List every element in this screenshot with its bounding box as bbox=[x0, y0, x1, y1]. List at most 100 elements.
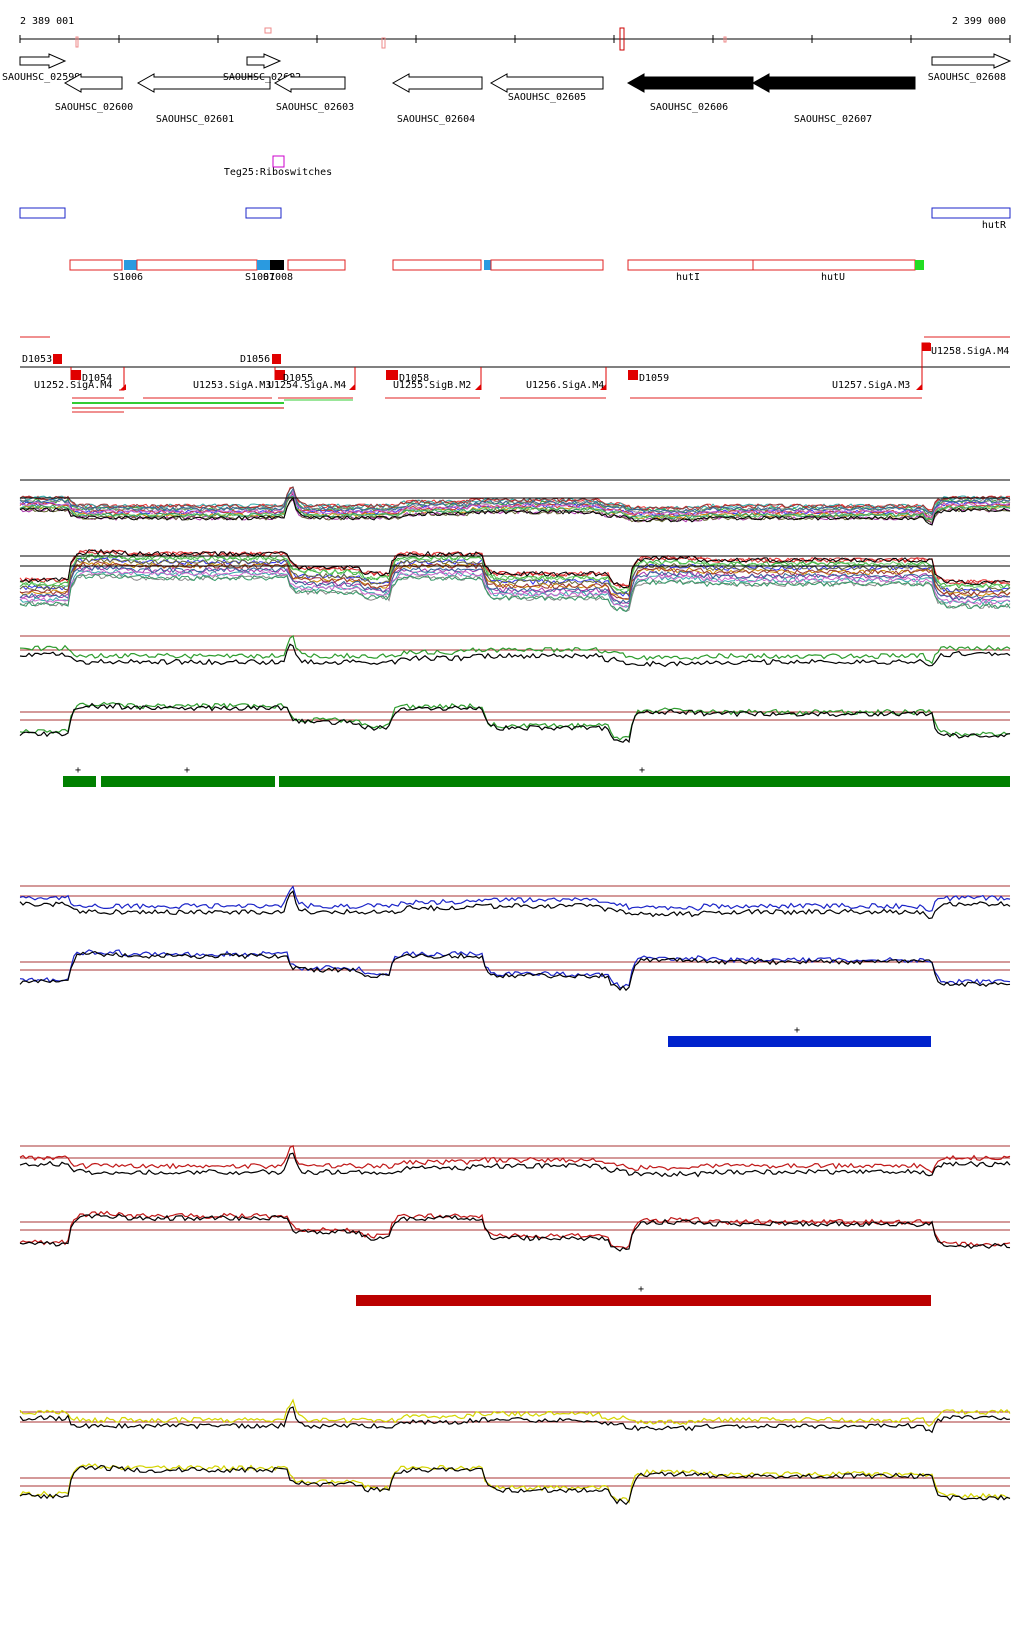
segment-bar-red[interactable] bbox=[356, 1295, 931, 1306]
gene-label: SAOUHSC_02601 bbox=[156, 114, 234, 125]
condition-signal-line bbox=[19, 634, 1011, 665]
signal-line bbox=[19, 564, 1011, 605]
all-conditions-panel bbox=[19, 479, 1011, 613]
signal-line bbox=[19, 495, 1011, 521]
riboswitch-label: Teg25:Riboswitches bbox=[224, 167, 332, 178]
blue-feature-box[interactable] bbox=[931, 207, 1011, 219]
region-label: U1255.SigB.M2 bbox=[393, 380, 471, 391]
signal-line bbox=[19, 557, 1011, 595]
signal-line bbox=[19, 549, 1011, 587]
region-label: D1059 bbox=[639, 373, 669, 384]
riboswitch-box[interactable] bbox=[272, 155, 285, 168]
riboswitch-track: Teg25:Riboswitches bbox=[224, 155, 332, 178]
segment-bar-green[interactable] bbox=[101, 776, 275, 787]
reference-signal-line bbox=[19, 1152, 1011, 1178]
signal-line bbox=[19, 561, 1011, 600]
red-feature-label: S1006 bbox=[113, 272, 143, 283]
segment-marker: + bbox=[794, 1025, 800, 1036]
gene-arrow[interactable] bbox=[63, 73, 123, 93]
condition-signal-line bbox=[19, 949, 1011, 989]
gene-arrow[interactable] bbox=[489, 73, 604, 93]
reference-signal-line bbox=[19, 702, 1010, 744]
gene-label: SAOUHSC_02606 bbox=[650, 102, 728, 113]
region-label: U1257.SigA.M3 bbox=[832, 380, 910, 391]
gene-label: SAOUHSC_02603 bbox=[276, 102, 354, 113]
yellow-condition-panel bbox=[19, 1398, 1011, 1506]
blue-feature-box[interactable] bbox=[245, 207, 282, 219]
red-feature-black-block[interactable] bbox=[270, 260, 284, 270]
ruler-end-label: 2 399 000 bbox=[952, 16, 1006, 27]
region-lines bbox=[72, 397, 922, 413]
region-label: U1256.SigA.M4 bbox=[526, 380, 604, 391]
signal-line bbox=[19, 573, 1011, 612]
condition-signal-line bbox=[19, 701, 1011, 741]
reference-signal-line bbox=[19, 1213, 1011, 1252]
red-feature-box[interactable] bbox=[490, 259, 604, 271]
region-label: U1254.SigA.M4 bbox=[268, 380, 346, 391]
segment-marker: + bbox=[638, 1284, 644, 1295]
expression-signal-tracks bbox=[19, 479, 1011, 1506]
gene-arrow[interactable] bbox=[273, 73, 346, 93]
segment-marker: + bbox=[184, 765, 190, 776]
signal-line bbox=[19, 490, 1011, 520]
condition-signal-line bbox=[19, 1144, 1011, 1174]
gene-label: SAOUHSC_02608 bbox=[928, 72, 1006, 83]
segment-marker: + bbox=[75, 765, 81, 776]
region-label: D1054 bbox=[82, 373, 112, 384]
red-feature-box[interactable] bbox=[69, 259, 123, 271]
gene-arrow[interactable] bbox=[931, 53, 1012, 69]
reference-signal-line bbox=[19, 890, 1011, 920]
red-feature-label: hutI bbox=[676, 272, 700, 283]
red-feature-box[interactable] bbox=[392, 259, 482, 271]
gene-label: SAOUHSC_02604 bbox=[397, 114, 475, 125]
gene-arrow[interactable] bbox=[136, 73, 271, 93]
gene-arrow[interactable] bbox=[246, 53, 282, 69]
blue-feature-label: hutR bbox=[982, 220, 1007, 231]
segment-bar-green[interactable] bbox=[63, 776, 96, 787]
gene-arrow[interactable] bbox=[19, 53, 67, 69]
region-label: D1053 bbox=[22, 354, 52, 365]
red-feature-cyan-block[interactable] bbox=[484, 260, 491, 270]
gene-arrow[interactable] bbox=[751, 73, 916, 93]
region-label: D1056 bbox=[240, 354, 270, 365]
signal-line bbox=[19, 487, 1011, 516]
red-feature-box[interactable] bbox=[287, 259, 346, 271]
signal-line bbox=[19, 548, 1011, 588]
ruler-highlights bbox=[75, 27, 727, 51]
condition-signal-line bbox=[19, 885, 1011, 912]
red-feature-box[interactable] bbox=[752, 259, 916, 271]
region-brackets bbox=[70, 342, 930, 391]
gene-arrow[interactable] bbox=[391, 73, 483, 93]
ruler-start-label: 2 389 001 bbox=[20, 16, 74, 27]
green-condition-panel bbox=[19, 634, 1011, 744]
gene-label: SAOUHSC_02607 bbox=[794, 114, 872, 125]
red-feature-cyan-block[interactable] bbox=[257, 260, 270, 270]
red-feature-label: S1007 bbox=[245, 272, 275, 283]
segment-bar-blue[interactable] bbox=[668, 1036, 931, 1047]
segment-bars: + + + + + bbox=[63, 765, 1010, 1306]
signal-line bbox=[19, 565, 1011, 605]
red-feature-green-block[interactable] bbox=[915, 260, 924, 270]
signal-line bbox=[19, 561, 1011, 600]
reference-signal-line bbox=[19, 643, 1011, 668]
gene-label: SAOUHSC_02602 bbox=[223, 72, 301, 83]
gene-label: SAOUHSC_02605 bbox=[508, 92, 586, 103]
red-feature-label: S1008 bbox=[263, 272, 293, 283]
region-label: U1258.SigA.M4 bbox=[931, 346, 1009, 357]
red-feature-box[interactable] bbox=[136, 259, 258, 271]
signal-line bbox=[19, 552, 1011, 592]
gene-arrow[interactable] bbox=[626, 73, 754, 93]
red-feature-cyan-block[interactable] bbox=[124, 260, 137, 270]
segment-bar-green[interactable] bbox=[279, 776, 1010, 787]
ruler-ticks bbox=[19, 35, 1011, 43]
segment-marker: + bbox=[639, 765, 645, 776]
blue-feature-track: hutR bbox=[19, 207, 1011, 231]
blue-feature-box[interactable] bbox=[19, 207, 66, 219]
red-feature-box[interactable] bbox=[627, 259, 754, 271]
region-label: D1058 bbox=[399, 373, 429, 384]
coordinate-ruler: 2 389 001 2 399 000 bbox=[19, 16, 1011, 51]
signal-line bbox=[19, 495, 1011, 520]
region-track: D1053 D1054 D1055 D1056 D1058 D1059 U125… bbox=[20, 336, 1010, 413]
red-feature-label: hutU bbox=[821, 272, 845, 283]
